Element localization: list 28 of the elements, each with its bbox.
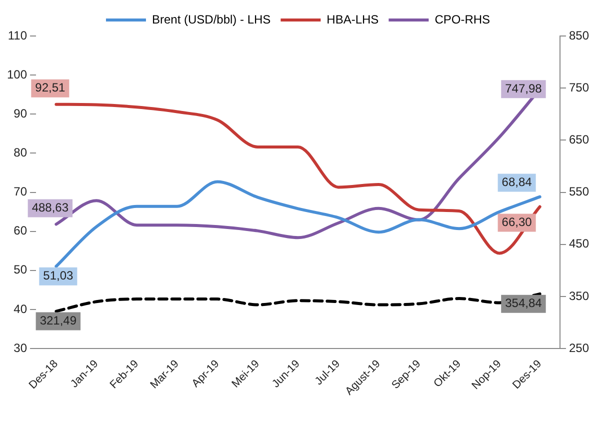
data-label: 747,98 — [505, 81, 542, 96]
legend-label: Brent (USD/bbl) - LHS — [152, 12, 271, 26]
y2-tick-label: 750 — [568, 80, 590, 94]
y2-tick-label: 350 — [568, 288, 590, 303]
line-series — [54, 292, 542, 313]
legend-label: HBA-LHS — [326, 12, 379, 26]
y-tick-label: 110 — [8, 28, 28, 42]
data-label: 51,03 — [43, 268, 74, 283]
data-label: 66,30 — [502, 215, 532, 230]
y2-tick-label: 450 — [568, 236, 590, 251]
y2-tick-label: 550 — [568, 184, 590, 199]
data-label: 321,49 — [40, 314, 77, 328]
y-tick-label: 90 — [14, 106, 28, 120]
y2-tick-label: 850 — [568, 28, 590, 42]
y-tick-label: 70 — [14, 184, 28, 199]
y-tick-label: 40 — [14, 302, 28, 316]
y2-tick-label: 650 — [568, 132, 590, 146]
y-tick-label: 100 — [6, 67, 28, 82]
y-tick-label: 50 — [14, 262, 28, 277]
data-label: 92,51 — [35, 80, 66, 95]
data-label: 68,84 — [502, 175, 532, 190]
data-label: 488,63 — [32, 200, 69, 215]
data-label: 354,84 — [505, 296, 542, 310]
y2-tick-label: 250 — [568, 340, 590, 355]
legend-label: CPO-RHS — [434, 12, 490, 26]
y-tick-label: 80 — [14, 146, 28, 160]
y-tick-label: 60 — [14, 224, 28, 238]
y-tick-label: 30 — [14, 340, 28, 355]
